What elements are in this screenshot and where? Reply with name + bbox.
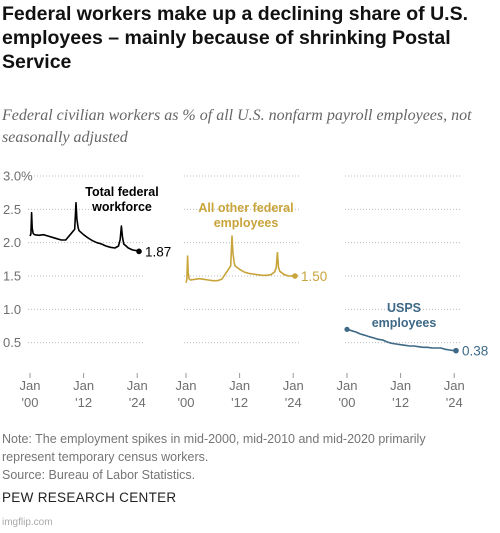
x-tick-label: '24 — [129, 395, 146, 410]
x-tick-label: '12 — [75, 395, 92, 410]
x-tick-label: Jan — [127, 378, 148, 393]
panel-label: employees — [372, 316, 437, 330]
chart-subtitle: Federal civilian workers as % of all U.S… — [2, 107, 472, 146]
series-end-label: 1.50 — [301, 269, 327, 284]
series-end-point — [453, 347, 459, 354]
series-end-point — [292, 273, 298, 279]
x-tick-label: Jan — [444, 378, 465, 393]
y-tick-label: 2.5 — [3, 202, 21, 217]
y-tick-label: 0.5 — [3, 335, 21, 350]
series-end-point — [136, 248, 142, 255]
panel-label: All other federal — [198, 201, 293, 215]
y-tick-label: 1.5 — [3, 269, 21, 284]
chart-title: Federal workers make up a declining shar… — [2, 3, 468, 73]
x-tick-label: '00 — [22, 395, 39, 410]
panel-label: USPS — [387, 301, 421, 315]
chart-note: Note: The employment spikes in mid-2000,… — [2, 430, 492, 484]
y-tick-label: 1.0 — [3, 302, 21, 317]
x-tick-label: '00 — [339, 395, 356, 410]
chart-area: 3.0% 2.5 2.0 1.5 1.0 0.5 Jan '00 Jan '12 Jan '24 Jan… — [3, 169, 488, 411]
x-tick-label: Jan — [73, 378, 94, 393]
source-line: Source: Bureau of Labor Statistics. — [2, 468, 196, 482]
panel-label: Total federal — [85, 185, 158, 199]
note-line-1: Note: The employment spikes in mid-2000,… — [2, 432, 426, 446]
x-tick-label: Jan — [390, 378, 411, 393]
series-start-point — [344, 326, 350, 332]
x-tick-label: Jan — [283, 378, 304, 393]
x-tick-label: Jan — [176, 378, 197, 393]
series-line — [185, 235, 295, 283]
x-tick-label: '12 — [231, 395, 248, 410]
series-end-label: 0.38 — [462, 344, 488, 359]
x-tick-label: Jan — [229, 378, 250, 393]
panel-label: employees — [214, 216, 279, 230]
x-tick-label: '12 — [392, 395, 409, 410]
panel-label: workforce — [91, 200, 152, 214]
x-tick-label: '00 — [178, 395, 195, 410]
y-tick-label: 3.0% — [3, 169, 33, 184]
watermark: imgflip.com — [2, 517, 53, 528]
x-tick-label: Jan — [337, 378, 358, 393]
series-end-label: 1.87 — [145, 244, 171, 259]
x-tick-label: '24 — [285, 395, 302, 410]
y-tick-label: 2.0 — [3, 235, 21, 250]
x-tick-label: '24 — [446, 395, 463, 410]
brand-logo: PEW RESEARCH CENTER — [2, 490, 177, 505]
series-line — [29, 201, 140, 253]
note-line-2: represent temporary census workers. — [2, 450, 209, 464]
series-line — [346, 328, 456, 352]
x-tick-label: Jan — [20, 378, 41, 393]
